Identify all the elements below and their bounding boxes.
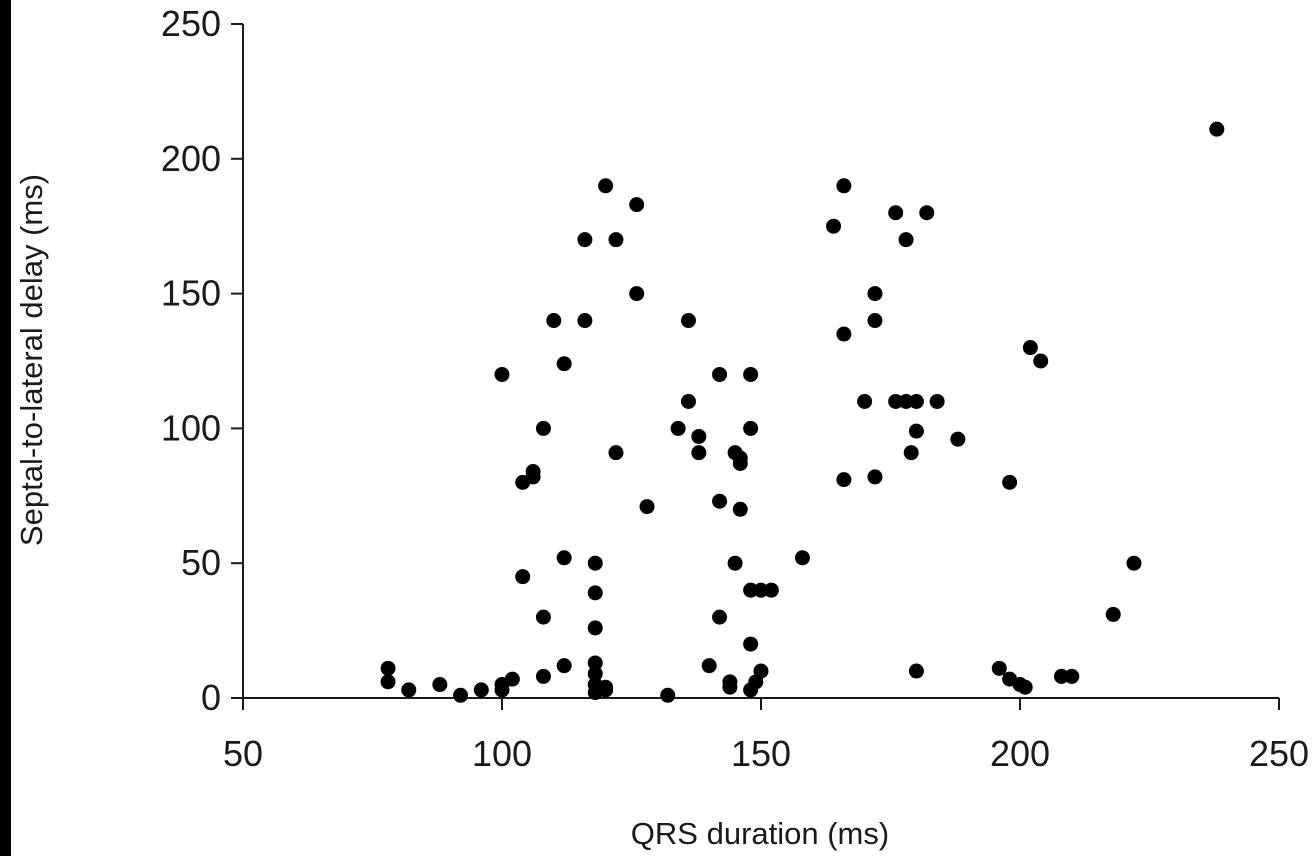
data-point-92 [1053, 668, 1069, 684]
x-tick-label-150: 150 [731, 733, 791, 774]
y-axis-title: Septal-to-lateral delay (ms) [14, 174, 49, 546]
data-point-91 [1033, 353, 1049, 369]
data-point-54 [732, 501, 748, 517]
x-tick-label-100: 100 [472, 733, 532, 774]
data-point-58 [743, 582, 759, 598]
data-point-80 [908, 423, 924, 439]
data-point-68 [836, 326, 852, 342]
y-tick-label-50: 50 [181, 542, 221, 583]
data-point-33 [598, 178, 614, 194]
x-tick-label-200: 200 [990, 733, 1050, 774]
data-point-21 [556, 658, 572, 674]
data-point-94 [1105, 606, 1121, 622]
data-point-93 [1064, 668, 1080, 684]
data-point-76 [898, 232, 914, 248]
data-point-84 [950, 431, 966, 447]
data-point-44 [691, 445, 707, 461]
data-point-16 [535, 609, 551, 625]
y-tick-label-0: 0 [201, 677, 221, 718]
data-point-26 [587, 620, 603, 636]
data-point-63 [753, 582, 769, 598]
data-point-43 [691, 428, 707, 444]
data-point-90 [1022, 340, 1038, 356]
y-tick-label-200: 200 [161, 138, 221, 179]
data-point-89 [1017, 679, 1033, 695]
data-point-15 [515, 569, 531, 585]
data-point-79 [903, 445, 919, 461]
data-point-17 [535, 668, 551, 684]
data-point-11 [535, 420, 551, 436]
data-point-36 [629, 197, 645, 213]
data-point-20 [556, 550, 572, 566]
data-point-67 [836, 178, 852, 194]
data-point-65 [794, 550, 810, 566]
data-point-1 [380, 660, 396, 676]
data-point-25 [587, 585, 603, 601]
x-tick-label-250: 250 [1249, 733, 1309, 774]
data-point-75 [888, 393, 904, 409]
data-point-59 [743, 636, 759, 652]
data-point-71 [867, 286, 883, 302]
data-point-83 [929, 393, 945, 409]
data-point-22 [577, 232, 593, 248]
data-point-35 [608, 445, 624, 461]
data-point-24 [587, 555, 603, 571]
data-point-18 [546, 313, 562, 329]
data-point-82 [919, 205, 935, 221]
data-point-3 [401, 682, 417, 698]
data-point-14 [525, 464, 541, 480]
data-point-55 [727, 555, 743, 571]
data-point-37 [629, 286, 645, 302]
y-tick-label-150: 150 [161, 273, 221, 314]
data-point-50 [722, 679, 738, 695]
data-point-39 [660, 687, 676, 703]
data-point-66 [826, 218, 842, 234]
data-point-40 [670, 420, 686, 436]
y-tick-label-250: 250 [161, 3, 221, 44]
x-tick-label-50: 50 [223, 733, 263, 774]
data-point-32 [598, 679, 614, 695]
data-point-45 [701, 658, 717, 674]
data-point-69 [836, 472, 852, 488]
data-point-28 [587, 666, 603, 682]
data-point-5 [453, 687, 469, 703]
data-point-85 [991, 660, 1007, 676]
data-point-34 [608, 232, 624, 248]
data-point-46 [712, 366, 728, 382]
data-point-4 [432, 677, 448, 693]
data-point-48 [712, 609, 728, 625]
data-point-53 [732, 455, 748, 471]
data-point-23 [577, 313, 593, 329]
data-point-62 [753, 663, 769, 679]
data-point-38 [639, 499, 655, 515]
data-point-81 [908, 663, 924, 679]
data-point-74 [888, 205, 904, 221]
data-point-70 [857, 393, 873, 409]
data-point-47 [712, 493, 728, 509]
plot-background [11, 0, 1312, 856]
data-point-27 [587, 655, 603, 671]
data-point-77 [898, 393, 914, 409]
data-point-19 [556, 356, 572, 372]
data-point-72 [867, 313, 883, 329]
data-point-73 [867, 469, 883, 485]
data-point-95 [1126, 555, 1142, 571]
data-point-42 [680, 393, 696, 409]
y-tick-label-100: 100 [161, 407, 221, 448]
data-point-64 [763, 582, 779, 598]
data-point-86 [1002, 474, 1018, 490]
data-point-78 [908, 393, 924, 409]
data-point-57 [743, 420, 759, 436]
data-point-56 [743, 366, 759, 382]
data-point-96 [1209, 121, 1225, 137]
data-point-9 [504, 671, 520, 687]
x-axis-title: QRS duration (ms) [631, 816, 889, 851]
data-point-41 [680, 313, 696, 329]
data-point-6 [473, 682, 489, 698]
data-point-10 [494, 366, 510, 382]
data-point-2 [380, 674, 396, 690]
